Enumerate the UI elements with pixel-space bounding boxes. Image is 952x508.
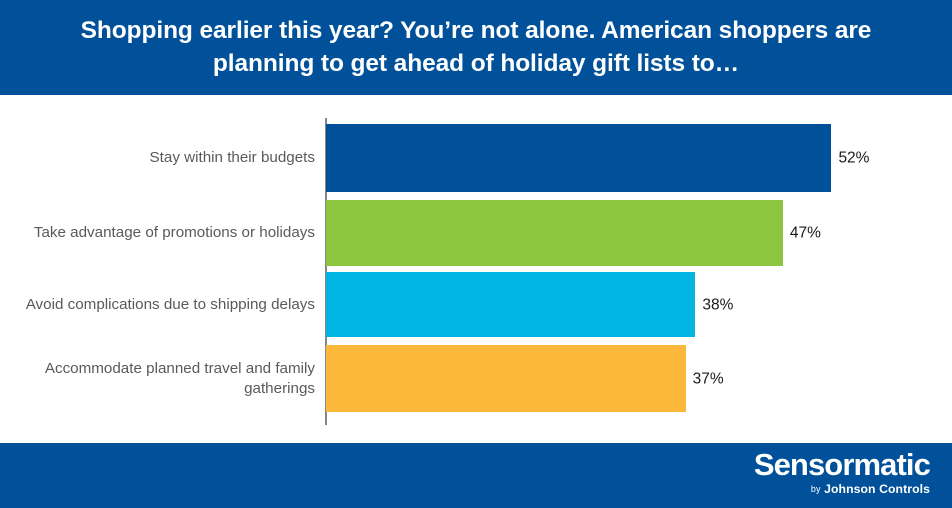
- page-title: Shopping earlier this year? You’re not a…: [80, 17, 872, 77]
- bar-segment: [326, 200, 783, 266]
- bar-value-label: 47%: [789, 224, 821, 242]
- bar-value-label: 52%: [838, 149, 870, 167]
- bar-segment: [326, 272, 696, 337]
- bar-value-label: 37%: [692, 369, 724, 387]
- logo-parent-company: by Johnson Controls: [754, 483, 930, 495]
- bar-segment: [326, 345, 686, 412]
- bar-segment: [326, 124, 832, 192]
- bar-row: Take advantage of promotions or holidays…: [0, 200, 952, 266]
- bar-row: Stay within their budgets 52%: [0, 124, 952, 192]
- logo-by-text: by: [810, 483, 821, 494]
- bar-row: Avoid complications due to shipping dela…: [0, 272, 952, 337]
- bar-category-label: Take advantage of promotions or holidays: [33, 223, 315, 241]
- bar-value-label: 38%: [702, 295, 734, 313]
- footer-band: Sensormatic by Johnson Controls: [0, 443, 952, 508]
- header-band: Shopping earlier this year? You’re not a…: [0, 0, 952, 95]
- bar-chart: Stay within their budgets 52% Take advanta…: [0, 95, 952, 443]
- bar-category-label: Avoid complications due to shipping dela…: [25, 295, 315, 313]
- category-axis-line: [325, 118, 327, 425]
- bars-layer: Stay within their budgets 52% Take advanta…: [0, 95, 952, 443]
- bar-category-label: Accommodate planned travel and family ga…: [44, 359, 315, 397]
- bar-category-label: Stay within their budgets: [149, 148, 315, 166]
- logo-parent-text: Johnson Controls: [824, 481, 930, 496]
- bar-row: Accommodate planned travel and family ga…: [0, 345, 952, 412]
- logo-wordmark: Sensormatic: [753, 447, 931, 482]
- brand-logo: Sensormatic by Johnson Controls: [753, 447, 931, 495]
